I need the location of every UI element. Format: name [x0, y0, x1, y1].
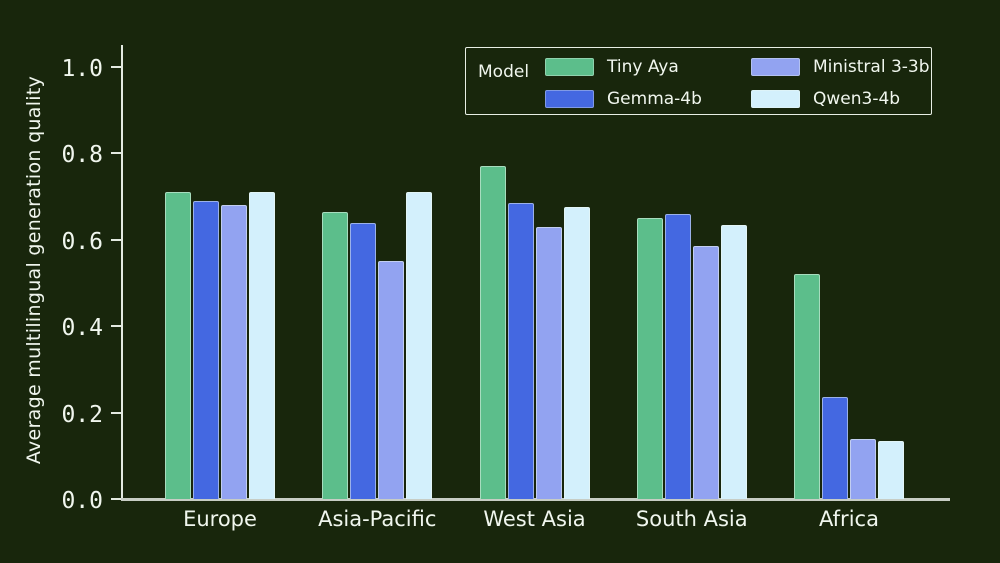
bar-group-africa: [794, 274, 904, 499]
y-tick-label: 0.4: [61, 315, 103, 342]
legend-title: Model: [478, 62, 530, 82]
bar-tiny-aya: [479, 166, 506, 499]
bar-gemma-4b: [350, 223, 377, 499]
x-category-label: Asia-Pacific: [318, 507, 437, 531]
legend-item: Tiny Aya: [545, 57, 751, 77]
bar-ministral-3-3b: [692, 246, 719, 499]
bar-qwen3-4b: [720, 225, 747, 499]
legend-label: Gemma-4b: [607, 89, 702, 109]
legend-swatch: [751, 58, 800, 76]
y-tick-mark: [111, 66, 121, 68]
legend-swatch: [545, 90, 594, 108]
y-tick-label: 0.8: [61, 142, 103, 169]
bar-qwen3-4b: [249, 192, 275, 499]
legend-item: Qwen3-4b: [751, 89, 930, 109]
bar-qwen3-4b: [406, 192, 433, 499]
bar-gemma-4b: [664, 214, 691, 499]
x-axis-line: [121, 498, 950, 501]
x-category-label: Europe: [183, 507, 257, 531]
bar-qwen3-4b: [878, 441, 904, 499]
y-tick-label: 0.6: [61, 228, 103, 255]
bar-tiny-aya: [322, 212, 349, 499]
bar-ministral-3-3b: [850, 439, 876, 499]
bar-tiny-aya: [165, 192, 191, 499]
bar-group-west-asia: [479, 166, 590, 499]
legend-item: Ministral 3-3b: [751, 57, 930, 77]
legend-swatch: [751, 90, 800, 108]
legend-label: Qwen3-4b: [813, 89, 901, 109]
y-axis-line: [121, 45, 123, 501]
bar-group-asia-pacific: [322, 192, 433, 499]
bar-ministral-3-3b: [378, 261, 405, 499]
bar-group-south-asia: [636, 214, 747, 499]
y-tick-mark: [111, 152, 121, 155]
legend-swatch: [545, 58, 594, 76]
legend: Model Tiny Aya Gemma-4b Ministral 3-3b Qwen…: [465, 47, 932, 115]
bar-group-europe: [165, 192, 275, 499]
bar-gemma-4b: [507, 203, 534, 499]
y-tick-label: 0.0: [61, 488, 103, 514]
y-tick-label: 0.2: [61, 401, 103, 428]
y-tick-mark: [111, 325, 121, 328]
bar-ministral-3-3b: [221, 205, 247, 499]
y-tick-mark: [111, 411, 121, 414]
legend-entries: Tiny Aya Gemma-4b Ministral 3-3b Qwen3-4b: [545, 57, 930, 109]
bar-tiny-aya: [636, 218, 663, 499]
x-category-label: South Asia: [635, 507, 748, 531]
y-tick-mark: [111, 238, 121, 241]
y-tick-label: 1.0: [61, 56, 103, 82]
bar-tiny-aya: [794, 274, 820, 499]
y-tick-mark: [111, 498, 121, 500]
x-category-label: West Asia: [483, 507, 586, 531]
legend-label: Ministral 3-3b: [813, 57, 930, 77]
x-category-label: Africa: [819, 507, 879, 531]
bar-gemma-4b: [193, 201, 219, 499]
bar-qwen3-4b: [563, 207, 590, 499]
bar-ministral-3-3b: [535, 227, 562, 499]
legend-label: Tiny Aya: [607, 57, 679, 77]
bar-gemma-4b: [822, 397, 848, 499]
legend-item: Gemma-4b: [545, 89, 751, 109]
